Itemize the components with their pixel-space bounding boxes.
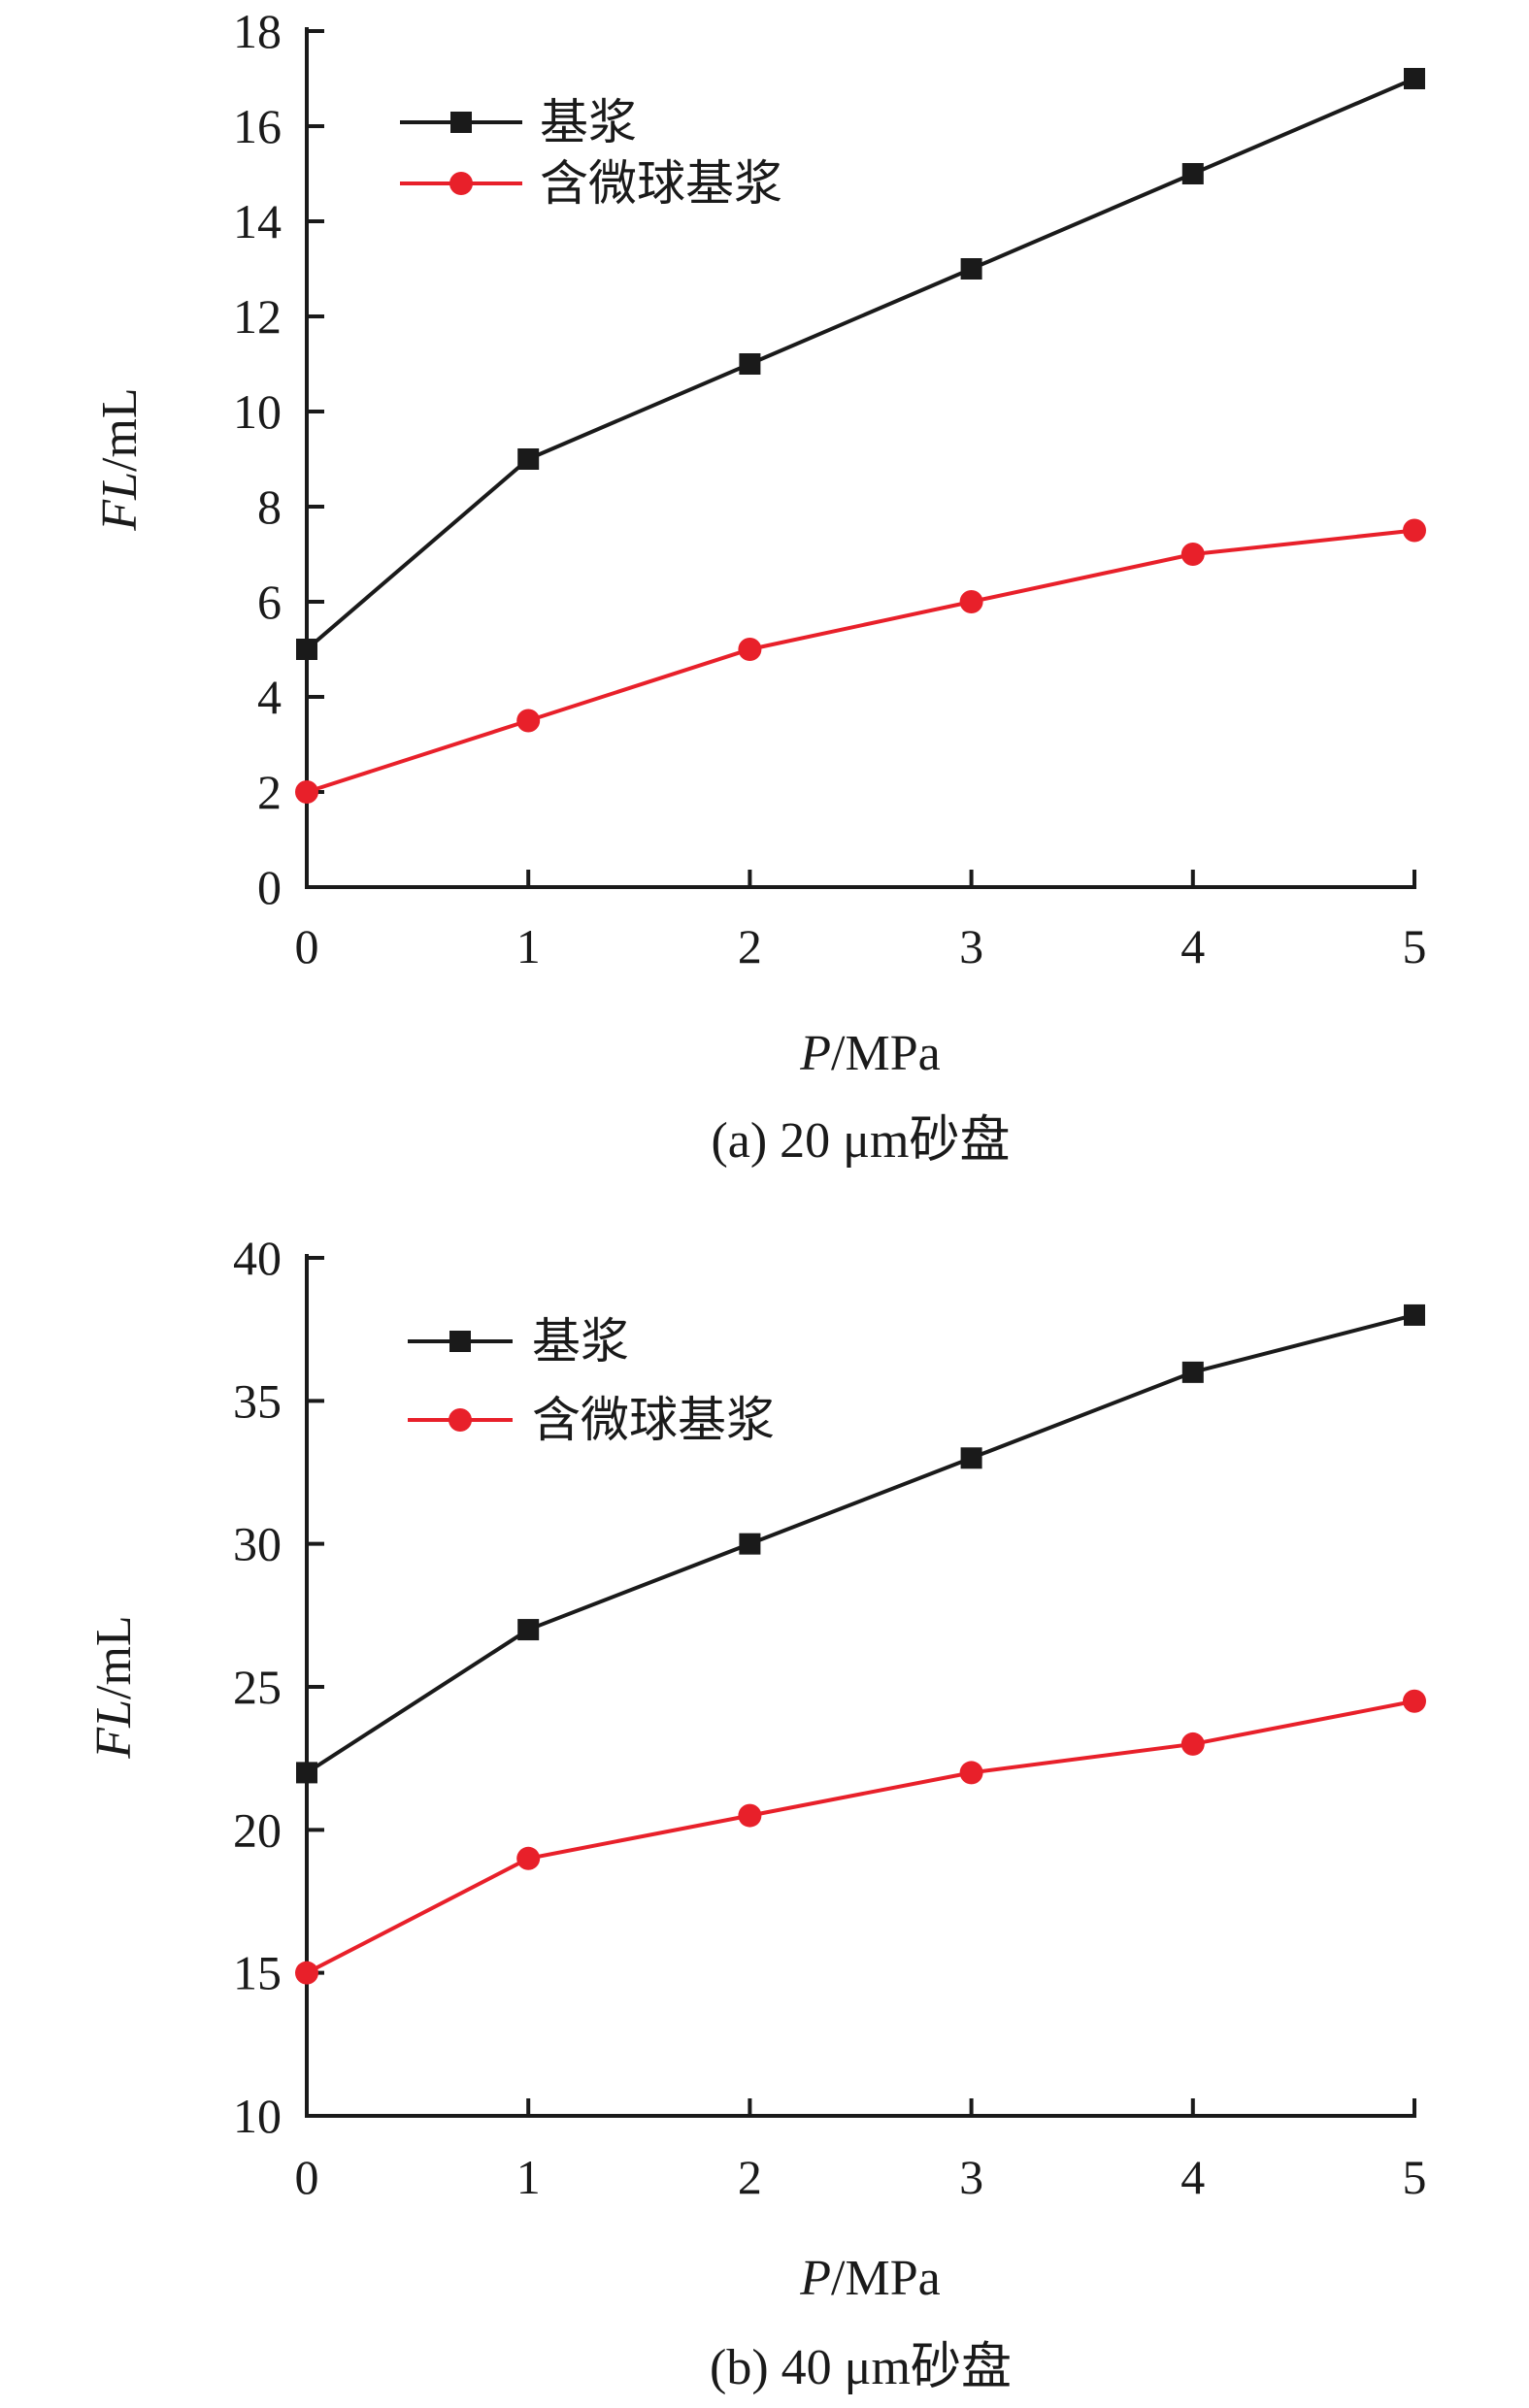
y-axis-label-unit: /mL bbox=[86, 1615, 142, 1699]
x-axis-label-symbol: P bbox=[799, 2251, 831, 2306]
data-point-square bbox=[296, 1762, 317, 1784]
legend-marker-circle bbox=[449, 172, 473, 195]
legend-label: 含微球基浆 bbox=[540, 156, 782, 211]
legend-marker-circle bbox=[449, 1408, 472, 1432]
data-point-circle bbox=[738, 638, 762, 661]
y-tick-label: 0 bbox=[257, 860, 282, 914]
x-axis-label: P/MPa bbox=[799, 2251, 940, 2306]
figure-caption: (a) 20 μm砂盘 bbox=[711, 1113, 1010, 1169]
legend-label: 基浆 bbox=[540, 95, 637, 149]
data-point-square bbox=[1404, 1303, 1425, 1326]
y-tick-label: 4 bbox=[257, 670, 282, 724]
data-point-square bbox=[960, 258, 982, 280]
y-tick-label: 18 bbox=[233, 4, 282, 58]
y-tick-label: 16 bbox=[233, 99, 282, 153]
series-line-microsphere-mud bbox=[306, 528, 1415, 794]
y-tick-label: 35 bbox=[233, 1373, 282, 1428]
legend-marker-square bbox=[450, 112, 472, 133]
data-point-circle bbox=[1180, 1732, 1205, 1756]
x-tick-label: 2 bbox=[738, 2150, 762, 2204]
y-tick-label: 8 bbox=[257, 479, 282, 534]
data-point-square bbox=[1404, 68, 1425, 89]
data-point-circle bbox=[1180, 543, 1205, 566]
data-point-square bbox=[960, 1447, 982, 1469]
y-tick-label: 25 bbox=[233, 1660, 282, 1714]
y-tick-label: 14 bbox=[233, 194, 282, 248]
y-axis-label-symbol: FL bbox=[86, 1699, 142, 1760]
data-point-square bbox=[517, 448, 540, 470]
data-point-circle bbox=[959, 590, 983, 613]
legend-marker-square bbox=[449, 1331, 471, 1352]
legend-label: 基浆 bbox=[532, 1314, 629, 1369]
x-tick-label: 0 bbox=[295, 2150, 319, 2204]
x-tick-label: 1 bbox=[516, 919, 541, 973]
data-point-circle bbox=[516, 1846, 541, 1870]
data-point-square bbox=[739, 1533, 761, 1555]
y-tick-label: 10 bbox=[233, 384, 282, 439]
x-axis-label-symbol: P bbox=[799, 1026, 831, 1081]
figure-caption: (b) 40 μm砂盘 bbox=[710, 2340, 1012, 2395]
x-tick-label: 5 bbox=[1403, 919, 1427, 973]
data-point-square bbox=[517, 1619, 540, 1641]
y-tick-label: 30 bbox=[233, 1517, 282, 1571]
data-point-circle bbox=[959, 1761, 983, 1785]
y-tick-label: 15 bbox=[233, 1946, 282, 2000]
data-point-square bbox=[739, 353, 761, 375]
data-point-circle bbox=[295, 780, 318, 804]
x-axis-label: P/MPa bbox=[799, 1026, 940, 1081]
y-tick-label: 10 bbox=[233, 2089, 282, 2143]
series-line-base-mud bbox=[305, 77, 1415, 651]
y-tick-label: 2 bbox=[257, 765, 282, 819]
y-axis-label: FL/mL bbox=[92, 387, 148, 531]
y-axis-label-symbol: FL bbox=[92, 472, 148, 532]
y-tick-label: 6 bbox=[257, 575, 282, 629]
series-line-microsphere-mud bbox=[306, 1699, 1415, 1975]
y-tick-label: 12 bbox=[233, 289, 282, 344]
data-point-circle bbox=[738, 1803, 762, 1828]
data-point-square bbox=[1181, 163, 1204, 184]
y-axis-label: FL/mL bbox=[86, 1615, 142, 1759]
x-tick-label: 2 bbox=[738, 919, 762, 973]
y-tick-label: 20 bbox=[233, 1802, 282, 1857]
x-tick-label: 4 bbox=[1180, 919, 1205, 973]
x-tick-label: 4 bbox=[1180, 2150, 1205, 2204]
x-tick-label: 3 bbox=[959, 919, 983, 973]
data-point-circle bbox=[295, 1961, 318, 1985]
x-tick-label: 5 bbox=[1403, 2150, 1427, 2204]
data-point-circle bbox=[516, 709, 541, 733]
legend-label: 含微球基浆 bbox=[532, 1393, 775, 1447]
x-axis-label-unit: /MPa bbox=[831, 1026, 941, 1081]
x-tick-label: 1 bbox=[516, 2150, 541, 2204]
data-point-square bbox=[1181, 1361, 1204, 1383]
data-point-square bbox=[296, 639, 317, 660]
series-line-base-mud bbox=[305, 1312, 1415, 1775]
data-point-circle bbox=[1403, 1689, 1426, 1713]
y-axis-label-unit: /mL bbox=[92, 387, 148, 472]
y-tick-label: 40 bbox=[233, 1231, 282, 1285]
x-tick-label: 3 bbox=[959, 2150, 983, 2204]
data-point-circle bbox=[1403, 518, 1426, 543]
x-tick-label: 0 bbox=[295, 919, 319, 973]
x-axis-label-unit: /MPa bbox=[831, 2251, 941, 2306]
